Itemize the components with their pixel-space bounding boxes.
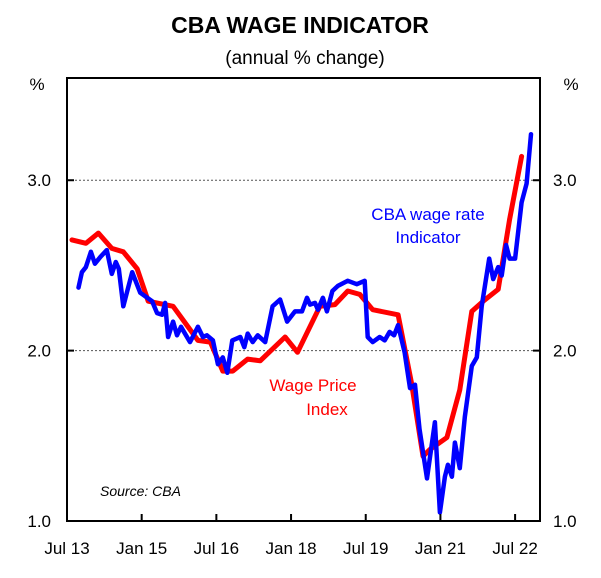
y-axis-unit-left: % <box>29 75 44 94</box>
source-note: Source: CBA <box>100 483 181 499</box>
y-tick-label-right: 2.0 <box>553 342 577 361</box>
y-tick-label-left: 1.0 <box>27 512 51 531</box>
x-tick-label: Jan 18 <box>266 539 317 558</box>
plot-frame <box>66 77 541 522</box>
x-tick-label: Jan 15 <box>116 539 167 558</box>
x-tick-label: Jul 22 <box>492 539 537 558</box>
x-tick-label: Jan 21 <box>415 539 466 558</box>
x-tick-label: Jul 16 <box>194 539 239 558</box>
y-axis-unit-right: % <box>563 75 578 94</box>
chart-subtitle: (annual % change) <box>225 48 385 69</box>
series-label-wpi-line2: Index <box>306 400 348 419</box>
series-label-cba-line1: CBA wage rate <box>371 205 484 224</box>
chart-title: CBA WAGE INDICATOR <box>171 12 429 38</box>
series-label-wpi-line1: Wage Price <box>269 376 356 395</box>
y-tick-label-left: 2.0 <box>27 342 51 361</box>
y-tick-label-right: 1.0 <box>553 512 577 531</box>
series-label-cba-line2: Indicator <box>395 228 461 247</box>
x-tick-label: Jul 19 <box>343 539 388 558</box>
series-line-cba-wage-indicator <box>76 131 534 515</box>
y-tick-label-right: 3.0 <box>553 171 577 190</box>
series-line-wage-price-index <box>69 153 525 459</box>
y-tick-label-left: 3.0 <box>27 171 51 190</box>
x-tick-label: Jul 13 <box>44 539 89 558</box>
